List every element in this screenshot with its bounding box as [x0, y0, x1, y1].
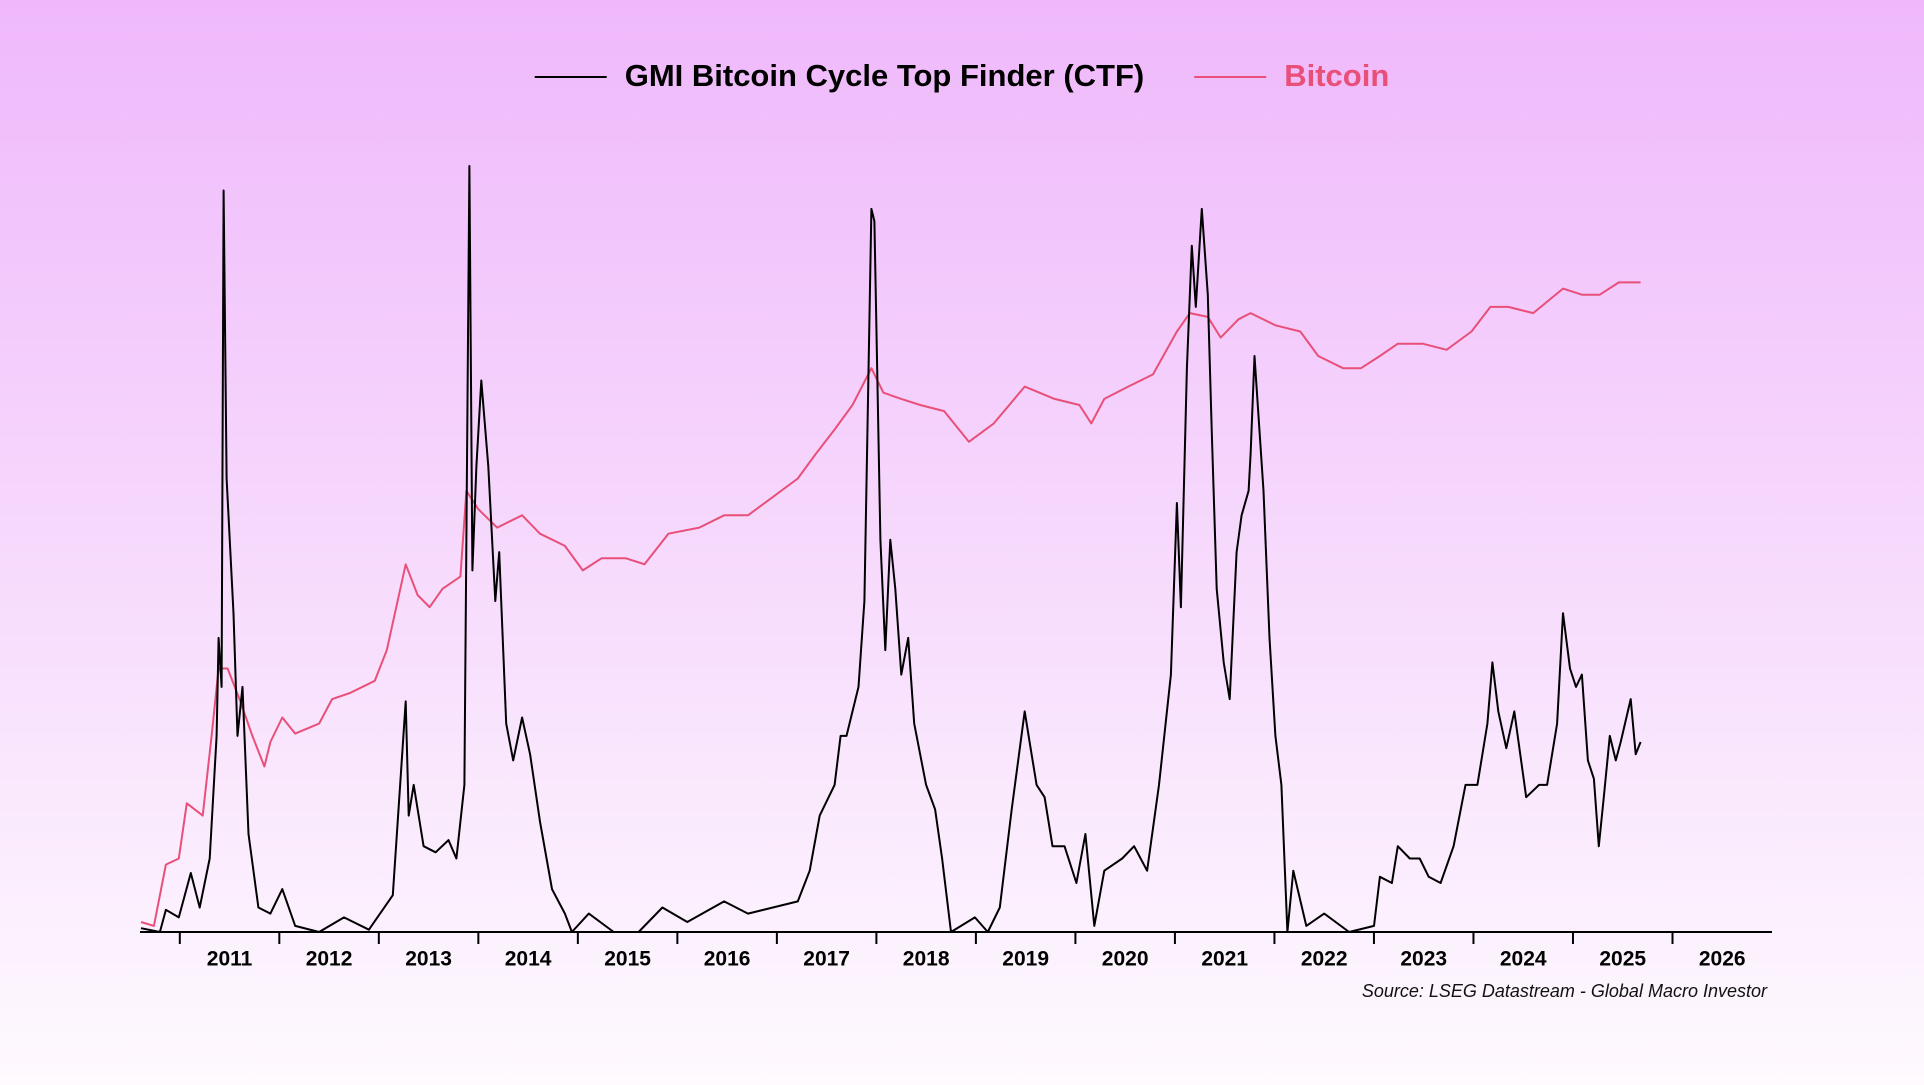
x-tick-label: 2023: [1400, 948, 1447, 971]
x-tick-label: 2017: [803, 948, 850, 971]
x-tick-label: 2015: [604, 948, 651, 971]
source-note: Source: LSEG Datastream - Global Macro I…: [1362, 981, 1768, 1001]
legend-label: GMI Bitcoin Cycle Top Finder (CTF): [625, 58, 1145, 93]
legend-label: Bitcoin: [1284, 58, 1389, 93]
x-tick-label: 2016: [704, 948, 751, 971]
x-tick-label: 2022: [1301, 948, 1348, 971]
x-tick-label: 2018: [903, 948, 950, 971]
line-series: [140, 281, 1641, 927]
x-tick-label: 2011: [207, 948, 253, 971]
x-tick-label: 2024: [1500, 948, 1547, 971]
x-tick-label: 2025: [1599, 948, 1646, 971]
x-tick-label: 2013: [405, 948, 452, 971]
x-tick-label: 2026: [1699, 948, 1746, 971]
x-tick-label: 2014: [505, 948, 552, 971]
x-tick-label: 2021: [1201, 948, 1248, 971]
x-tick-label: 2019: [1002, 948, 1049, 971]
line-series: [140, 165, 1642, 933]
x-tick-label: 2020: [1102, 948, 1149, 971]
x-tick-label: 2012: [306, 948, 353, 971]
